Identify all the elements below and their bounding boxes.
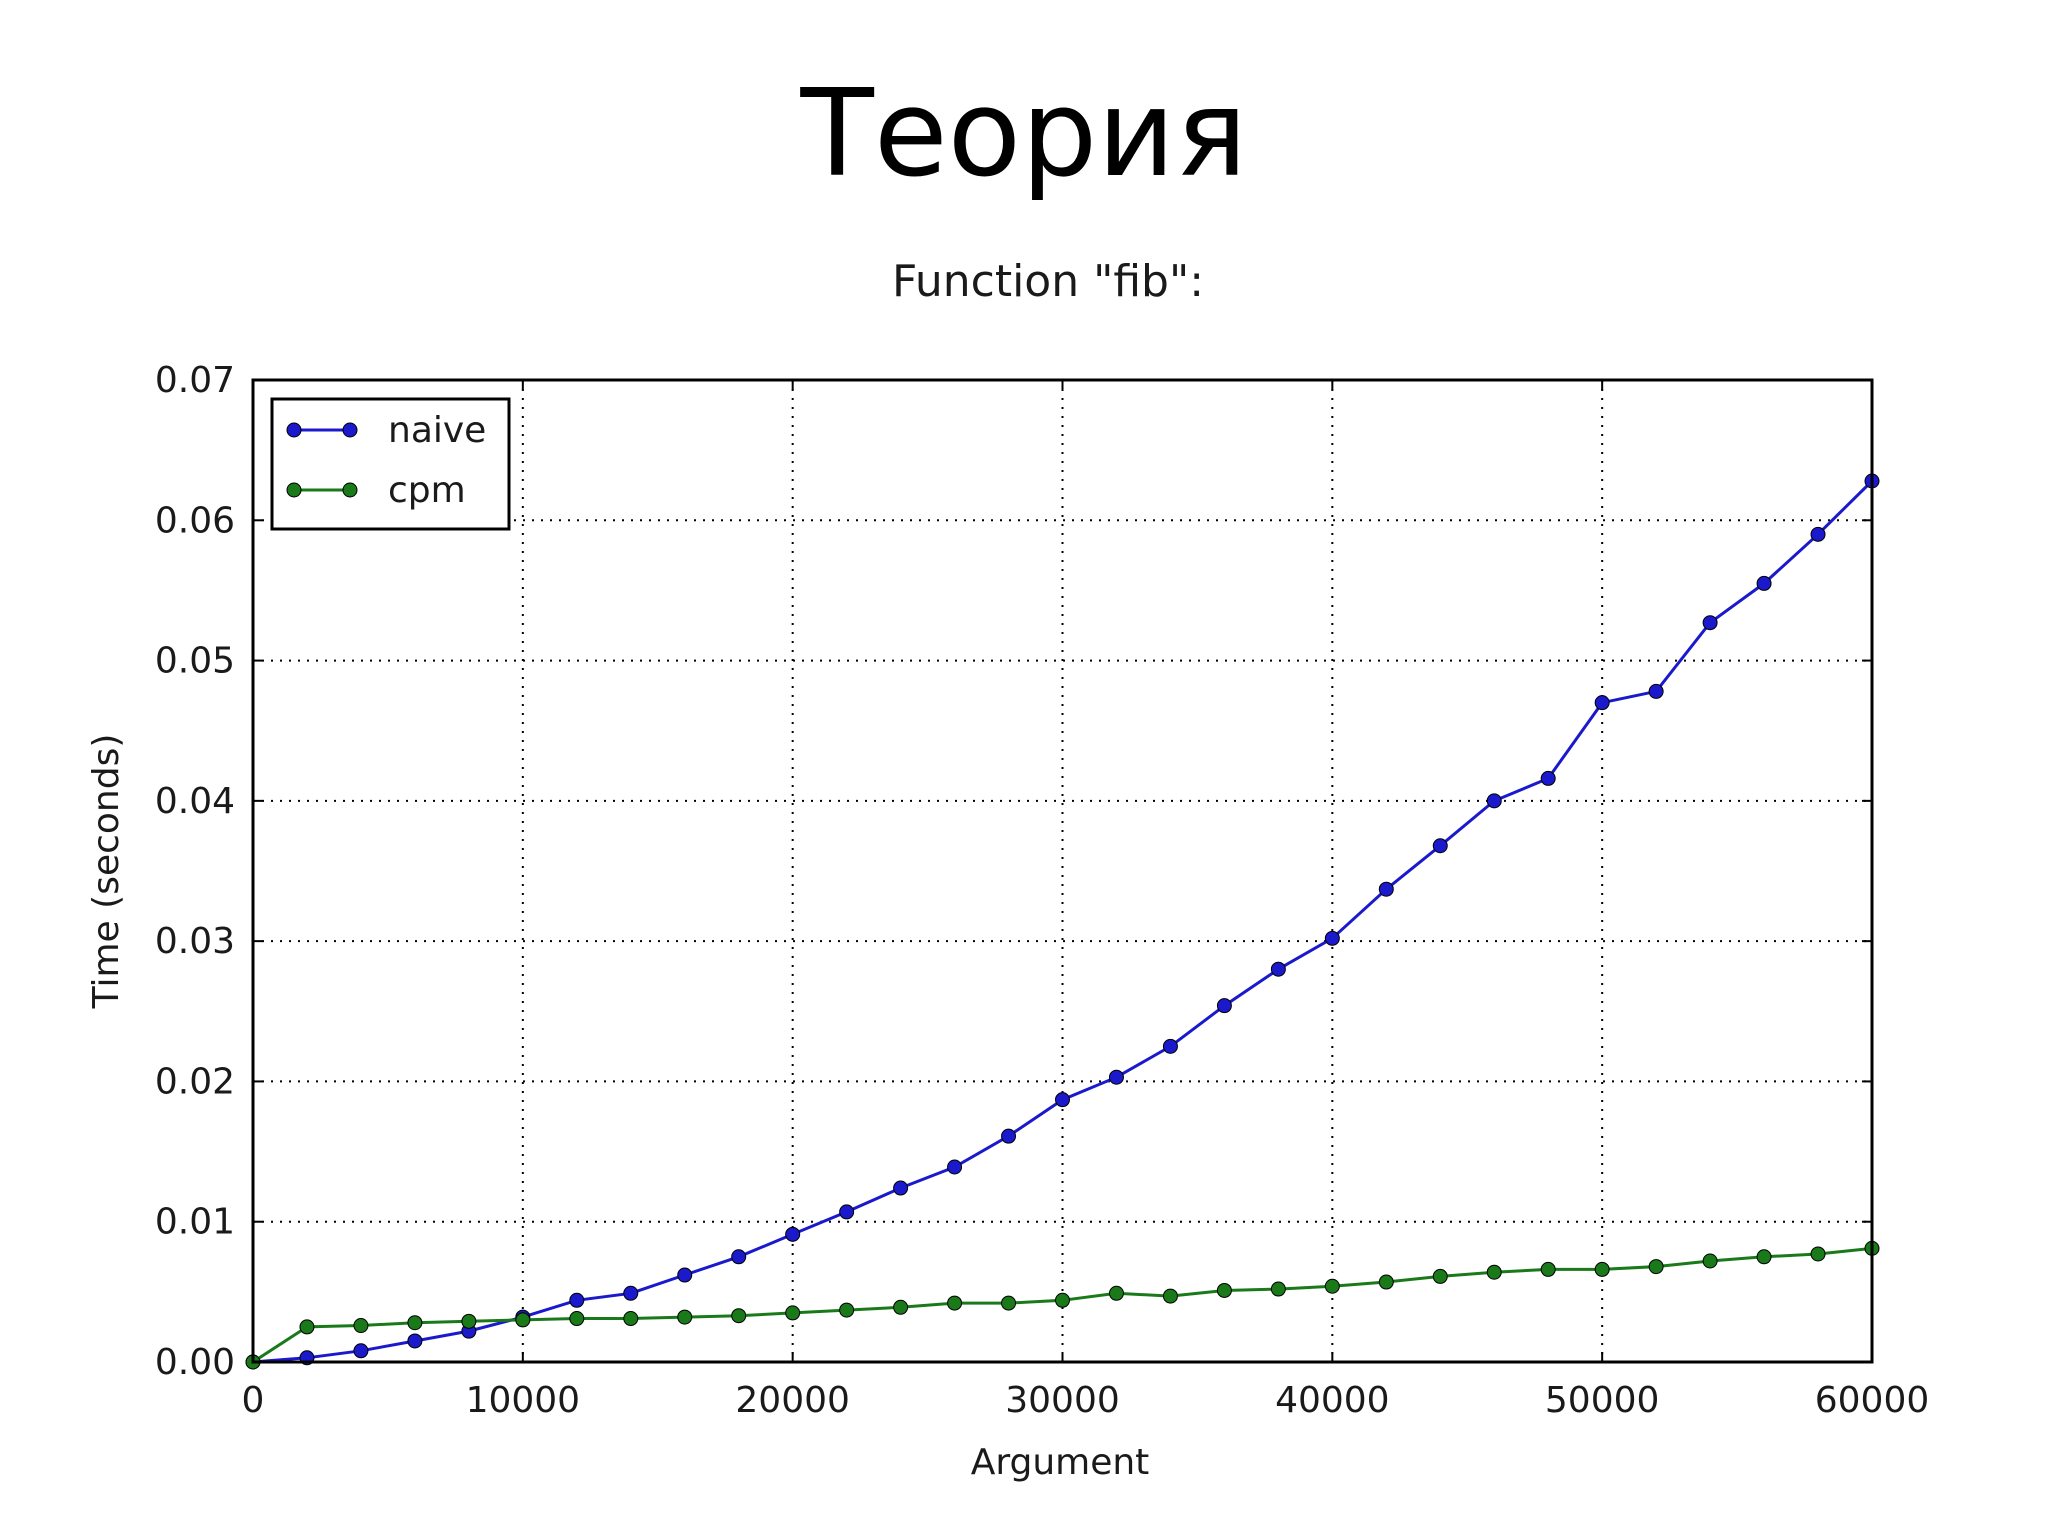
data-point-cpm [731, 1308, 747, 1324]
data-point-naive [1216, 998, 1232, 1014]
data-point-naive [893, 1180, 909, 1196]
data-point-naive [1810, 526, 1826, 542]
legend-marker-naive [342, 422, 358, 438]
data-point-naive [1055, 1092, 1070, 1108]
chart-title: Function "fib": [892, 256, 1204, 307]
data-point-cpm [569, 1311, 585, 1327]
x-axis-label: Argument [971, 1442, 1150, 1483]
x-tick-label: 60000 [1815, 1380, 1930, 1421]
data-point-cpm [1756, 1249, 1772, 1265]
data-point-cpm [1324, 1278, 1340, 1294]
y-tick-label: 0.01 [155, 1202, 235, 1243]
legend-label-cpm: cpm [388, 470, 466, 511]
plot-frame [251, 378, 1874, 1364]
data-point-naive [1594, 695, 1610, 711]
data-point-cpm [1648, 1259, 1664, 1275]
y-tick-label: 0.02 [155, 1061, 235, 1102]
data-point-cpm [623, 1311, 639, 1327]
data-point-cpm [407, 1315, 423, 1331]
x-tick-label: 40000 [1275, 1380, 1390, 1421]
x-tick-label: 10000 [466, 1380, 581, 1421]
x-tick-label: 50000 [1545, 1380, 1660, 1421]
y-tick-label: 0.06 [155, 500, 235, 541]
data-point-naive [623, 1285, 639, 1301]
x-tick-label: 0 [242, 1380, 265, 1421]
data-point-naive [1756, 575, 1772, 591]
data-point-naive [1648, 683, 1664, 699]
data-point-naive [1108, 1069, 1124, 1085]
data-point-cpm [677, 1309, 693, 1325]
data-point-naive [1270, 961, 1286, 977]
data-point-cpm [1162, 1288, 1178, 1304]
y-tick-label: 0.00 [155, 1342, 235, 1383]
data-point-naive [785, 1226, 801, 1242]
data-point-cpm [785, 1305, 801, 1321]
data-point-cpm [1594, 1261, 1610, 1277]
y-tick-label: 0.05 [155, 641, 235, 682]
data-point-naive [1432, 838, 1448, 854]
data-point-naive [1324, 930, 1340, 946]
data-point-cpm [515, 1312, 531, 1328]
data-point-cpm [1486, 1264, 1502, 1280]
legend-box [270, 397, 511, 531]
y-tick-label: 0.04 [155, 781, 235, 822]
data-point-naive [1378, 881, 1394, 897]
data-point-naive [407, 1333, 423, 1349]
data-point-cpm [839, 1302, 855, 1318]
data-point-naive [353, 1343, 369, 1359]
data-point-naive [839, 1204, 855, 1220]
legend: naive cpm [270, 397, 511, 531]
data-point-naive [1486, 793, 1502, 809]
data-point-cpm [893, 1299, 909, 1315]
data-point-naive [677, 1267, 693, 1283]
data-point-cpm [1108, 1285, 1124, 1301]
data-point-cpm [1432, 1268, 1448, 1284]
data-point-cpm [1540, 1261, 1556, 1277]
y-axis-label: Time (seconds) [86, 734, 127, 1010]
data-point-cpm [353, 1318, 369, 1334]
data-point-naive [1702, 615, 1718, 631]
data-point-cpm [1216, 1282, 1232, 1298]
data-point-cpm [461, 1313, 477, 1329]
data-point-naive [1001, 1128, 1017, 1144]
y-tick-label: 0.07 [155, 360, 235, 401]
data-point-naive [947, 1159, 963, 1175]
data-point-cpm [1055, 1292, 1070, 1308]
data-point-cpm [1810, 1246, 1826, 1262]
data-point-naive [731, 1249, 747, 1265]
x-tick-label: 20000 [735, 1380, 850, 1421]
data-point-cpm [1378, 1274, 1394, 1290]
legend-marker-cpm [286, 482, 302, 498]
data-point-cpm [947, 1295, 963, 1311]
data-point-cpm [1702, 1253, 1718, 1269]
axis-ticks: 0 10000 20000 30000 40000 50000 60000 0.00 0.01 0… [155, 360, 1929, 1421]
data-point-naive [1540, 770, 1556, 786]
legend-marker-cpm [342, 482, 358, 498]
data-point-cpm [1270, 1281, 1286, 1297]
slide-title: Теория [800, 65, 1248, 204]
data-point-naive [569, 1292, 585, 1308]
legend-label-naive: naive [388, 410, 486, 451]
legend-marker-naive [286, 422, 302, 438]
x-tick-label: 30000 [1005, 1380, 1120, 1421]
data-point-cpm [1001, 1295, 1017, 1311]
data-point-cpm [299, 1319, 315, 1335]
data-point-naive [1162, 1038, 1178, 1054]
y-tick-label: 0.03 [155, 921, 235, 962]
data-series [245, 473, 1880, 1370]
grid [253, 380, 1872, 1362]
